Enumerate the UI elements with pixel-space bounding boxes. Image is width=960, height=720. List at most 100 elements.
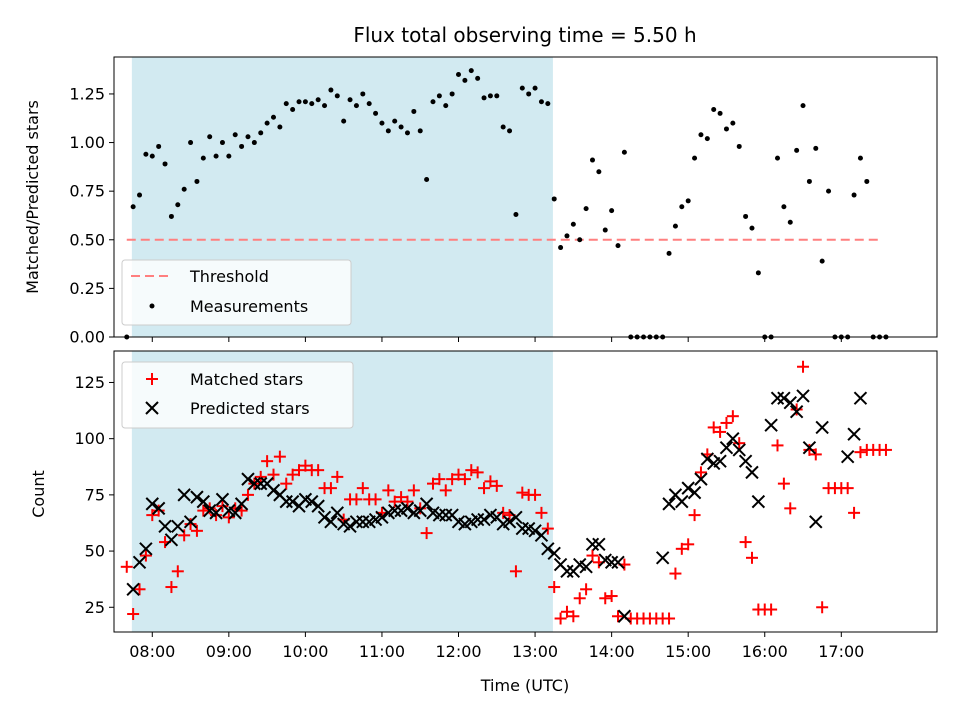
matched-star-point (682, 538, 695, 551)
matched-star-point (273, 450, 286, 463)
x-tick-label: 12:00 (435, 642, 481, 661)
predicted-star-point (400, 501, 415, 516)
measurement-point (360, 91, 366, 97)
measurement-point (481, 95, 487, 101)
matched-star-point (605, 590, 618, 603)
top-y-tick-label: 0.50 (69, 230, 105, 249)
predicted-star-point (509, 510, 523, 525)
measurement-point (213, 153, 219, 159)
matched-star-point (426, 477, 439, 490)
predicted-star-point (713, 454, 727, 468)
measurement-point (609, 208, 615, 214)
predicted-star-point (783, 395, 797, 410)
predicted-star-point (432, 508, 447, 522)
measurement-point (137, 192, 143, 198)
measurement-point (334, 93, 340, 99)
matched-star-point (548, 581, 561, 594)
predicted-star-point (343, 519, 357, 534)
matched-star-point (452, 468, 465, 481)
measurement-point (813, 145, 819, 151)
measurement-point (589, 157, 595, 163)
predicted-star-point (164, 533, 179, 547)
predicted-star-point (528, 524, 542, 538)
predicted-star-point (764, 418, 778, 432)
matched-star-point (120, 560, 133, 573)
matched-star-point (694, 466, 707, 479)
matched-star-point (420, 527, 433, 540)
measurement-point (411, 108, 417, 114)
measurement-point (507, 128, 513, 134)
measurement-point (538, 99, 544, 105)
top-y-tick-label: 1.25 (69, 84, 105, 103)
predicted-stars-points (126, 389, 868, 623)
predicted-star-point (802, 440, 817, 455)
predicted-star-point (439, 508, 453, 522)
measurement-point (685, 198, 691, 204)
measurement-point (181, 186, 187, 192)
predicted-star-point (534, 528, 549, 543)
measurement-point (526, 91, 532, 97)
top-y-tick-label: 0.00 (69, 328, 105, 347)
predicted-star-point (132, 555, 147, 570)
matched-star-point (280, 477, 293, 490)
predicted-star-point (662, 497, 676, 511)
measurement-point (717, 110, 723, 116)
measurement-point (226, 153, 232, 159)
matched-star-point (197, 504, 210, 517)
predicted-star-point (789, 404, 804, 419)
predicted-star-point (151, 501, 166, 516)
measurement-point (692, 155, 698, 161)
measurement-point (264, 120, 270, 126)
measurement-point (749, 225, 755, 231)
bottom-y-ticks: 25 50 75 100 125 (74, 373, 114, 617)
matched-star-point (745, 551, 758, 564)
matched-star-point (490, 479, 503, 492)
predicted-star-point (694, 472, 708, 486)
x-tick-label: 10:00 (282, 642, 328, 661)
predicted-star-point (585, 537, 600, 552)
predicted-star-point (751, 494, 766, 509)
measurement-point (347, 97, 353, 103)
bottom-y-axis-label: Count (29, 470, 48, 518)
predicted-star-point (209, 506, 223, 520)
matched-star-point (439, 484, 452, 497)
matched-star-point (535, 506, 548, 519)
x-tick-label: 17:00 (818, 642, 864, 661)
predicted-star-point (477, 512, 491, 527)
matched-star-point (171, 565, 184, 578)
measurement-point (258, 130, 264, 136)
bottom-panel: 25 50 75 100 125 08:00 09:00 10:00 11:00 12:00 13… (29, 350, 938, 695)
matched-star-point (720, 416, 733, 429)
matched-star-point (688, 509, 701, 522)
matched-star-point (395, 491, 408, 504)
matched-star-point (293, 464, 306, 477)
matched-star-point (509, 565, 522, 578)
measurement-point (200, 155, 206, 161)
measurement-point (130, 204, 136, 210)
bottom-y-tick-label: 75 (85, 485, 105, 504)
measurement-point (519, 85, 525, 91)
predicted-star-point (732, 443, 746, 457)
predicted-star-point (190, 490, 204, 504)
measurement-point (436, 93, 442, 99)
x-tick-label: 08:00 (129, 642, 175, 661)
matched-star-point (203, 502, 216, 515)
measurement-point (143, 151, 149, 157)
measurement-point (698, 132, 704, 138)
x-tick-label: 13:00 (512, 642, 558, 661)
measurement-point (430, 99, 436, 105)
matched-star-point (573, 592, 586, 605)
matched-star-point (414, 502, 427, 515)
predicted-star-point (356, 515, 370, 529)
predicted-star-point (145, 497, 159, 511)
x-tick-label: 09:00 (206, 642, 252, 661)
measurement-point (322, 103, 328, 109)
matched-star-point (771, 439, 784, 452)
matched-star-point (567, 610, 580, 623)
measurement-point (245, 134, 251, 140)
predicted-star-point (247, 476, 262, 491)
bottom-legend-box (121, 361, 354, 429)
predicted-star-point (675, 494, 689, 509)
predicted-star-point (604, 555, 619, 570)
